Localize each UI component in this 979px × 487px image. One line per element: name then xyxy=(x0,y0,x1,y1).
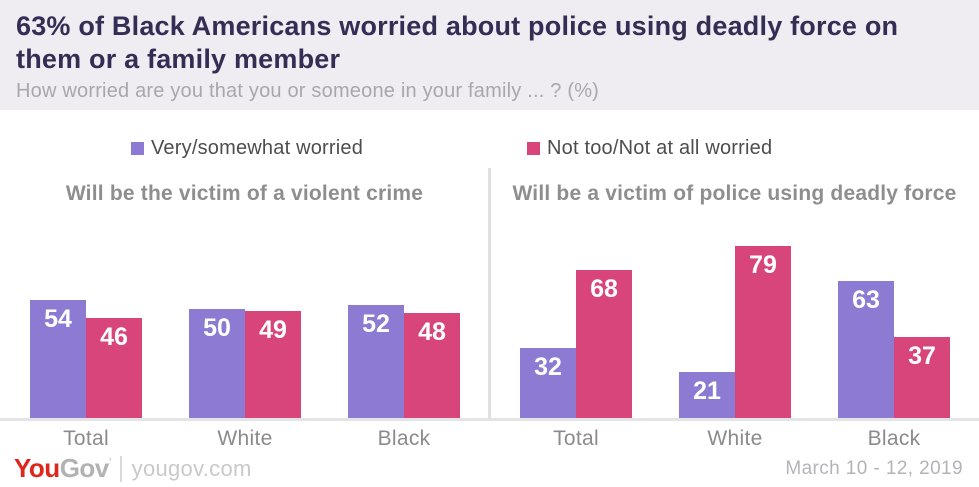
bar: 68 xyxy=(576,270,632,418)
bar-value-label: 63 xyxy=(852,286,880,314)
legend-swatch-worried-icon xyxy=(131,142,144,155)
category-label: Total xyxy=(553,427,599,450)
bar: 79 xyxy=(735,246,791,418)
x-axis-line xyxy=(0,418,979,421)
legend-label-not-worried: Not too/Not at all worried xyxy=(547,137,773,159)
bar-group: 32 68 Total xyxy=(520,229,632,450)
header: 63% of Black Americans worried about pol… xyxy=(0,0,979,110)
bar-group: 52 48 Black xyxy=(348,229,460,450)
category-label: Black xyxy=(377,427,431,450)
bar: 63 xyxy=(838,281,894,418)
bar-value-label: 50 xyxy=(203,314,231,342)
category-label: White xyxy=(217,427,273,450)
category-label: White xyxy=(707,427,763,450)
bar-value-label: 21 xyxy=(693,377,721,405)
bar-group: 54 46 Total xyxy=(30,229,142,450)
bar-value-label: 54 xyxy=(44,305,72,333)
panel-divider xyxy=(488,168,491,420)
bar-group: 21 79 White xyxy=(679,229,791,450)
bar-value-label: 68 xyxy=(590,275,618,303)
yougov-logo[interactable]: You Gov’ yougov.com xyxy=(14,453,252,484)
chart-title: 63% of Black Americans worried about pol… xyxy=(16,11,899,75)
bar: 54 xyxy=(30,300,86,418)
bar: 37 xyxy=(894,337,950,418)
bar: 52 xyxy=(348,305,404,418)
legend-item-worried: Very/somewhat worried xyxy=(131,137,363,160)
bar-value-label: 46 xyxy=(100,323,128,351)
fieldwork-date: March 10 - 12, 2019 xyxy=(785,458,963,479)
bar: 48 xyxy=(404,313,460,418)
panel-title-violent-crime: Will be the victim of a violent crime xyxy=(65,182,424,205)
bar-value-label: 52 xyxy=(362,310,390,338)
bar-value-label: 79 xyxy=(749,251,777,279)
chart-subtitle: How worried are you that you or someone … xyxy=(16,79,600,102)
bar: 32 xyxy=(520,348,576,418)
category-label: Black xyxy=(867,427,921,450)
legend-swatch-not-worried-icon xyxy=(527,142,540,155)
legend-item-not-worried: Not too/Not at all worried xyxy=(527,137,772,160)
bar: 46 xyxy=(86,318,142,418)
legend-label-worried: Very/somewhat worried xyxy=(151,137,364,159)
bar-value-label: 49 xyxy=(259,316,287,344)
panel-title-deadly-force: Will be a victim of police using deadly … xyxy=(512,182,957,205)
logo-gov: Gov xyxy=(59,453,110,483)
bar-chart-violent-crime: 54 46 Total 50 49 White 52 48 Black xyxy=(30,229,460,450)
bar-value-label: 32 xyxy=(534,353,562,381)
bar-group: 50 49 White xyxy=(189,229,301,450)
bar-value-label: 48 xyxy=(418,318,446,346)
bar-group: 63 37 Black xyxy=(838,229,950,450)
bar-chart-deadly-force: 32 68 Total 21 79 White 63 37 Black xyxy=(520,229,950,450)
yougov-link[interactable]: yougov.com xyxy=(131,455,252,481)
bar-value-label: 37 xyxy=(908,342,936,370)
category-label: Total xyxy=(63,427,109,450)
logo-you: You xyxy=(14,453,60,483)
bar: 49 xyxy=(245,311,301,418)
logo-separator xyxy=(119,455,122,482)
bar: 50 xyxy=(189,309,245,418)
bar: 21 xyxy=(679,372,735,418)
logo-trademark-icon: ’ xyxy=(108,455,112,470)
